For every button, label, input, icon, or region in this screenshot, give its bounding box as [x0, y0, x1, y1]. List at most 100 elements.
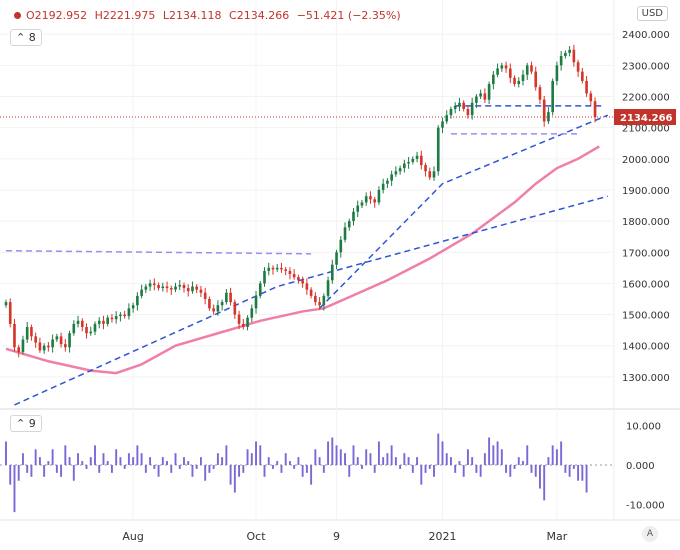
indicator-bar — [119, 457, 122, 465]
candle-body — [178, 284, 182, 287]
y-tick-label: 2100.000 — [622, 124, 670, 135]
indicator-bar — [72, 465, 75, 481]
indicator-pane-label: 9 — [28, 417, 36, 430]
candle-body — [114, 316, 118, 320]
auto-scale-button[interactable]: A — [642, 526, 658, 542]
candle-body — [161, 286, 165, 289]
indicator-bar — [585, 465, 588, 493]
indicator-bar — [293, 465, 296, 469]
indicator-bar — [157, 465, 160, 477]
x-tick-label: Aug — [122, 530, 143, 543]
candle-body — [530, 65, 533, 72]
trend-line — [5, 249, 312, 255]
candle-body — [301, 280, 304, 284]
candle-body — [64, 344, 67, 348]
candle-body — [131, 305, 135, 309]
indicator-bar — [344, 453, 346, 465]
indicator-bar — [191, 465, 194, 477]
indicator-bar — [212, 465, 215, 469]
indicator-bar — [60, 465, 63, 477]
symbol-dot-icon — [14, 12, 21, 19]
y-tick-label: 1900.000 — [622, 186, 670, 197]
indicator-bar — [513, 465, 516, 469]
ohlc-open: O2192.952 — [26, 9, 88, 22]
candle-body — [381, 183, 385, 190]
indicator-bar — [263, 465, 266, 477]
candle-body — [123, 314, 126, 317]
candle-body — [153, 283, 156, 285]
candle-body — [449, 108, 453, 116]
candle-body — [326, 280, 330, 296]
candle-body — [119, 314, 122, 317]
indicator-bar — [572, 465, 575, 469]
candle-body — [347, 221, 351, 228]
indicator-bar — [530, 465, 533, 473]
candle-body — [271, 267, 275, 270]
indicator-bar — [551, 445, 554, 465]
candle-body — [208, 298, 211, 309]
indicator-bar — [221, 457, 224, 465]
candle-body — [525, 65, 529, 75]
indicator-bar — [301, 465, 304, 477]
currency-button[interactable]: USD — [636, 6, 668, 21]
candle-body — [21, 339, 25, 352]
x-tick-label: Oct — [247, 530, 267, 543]
y-tick-label: 2200.000 — [622, 93, 670, 104]
candle-body — [352, 211, 355, 222]
candle-body — [25, 327, 29, 340]
candle-body — [462, 102, 465, 109]
indicator-bar — [411, 465, 414, 473]
candle-body — [229, 292, 232, 303]
indicator-bar — [30, 465, 33, 477]
candle-body — [551, 80, 554, 113]
indicator-bar — [369, 453, 372, 465]
candle-body — [343, 227, 347, 240]
indicator-bar — [539, 465, 541, 489]
y-tick-label: 2400.000 — [622, 30, 670, 41]
indicator-bar — [466, 449, 469, 465]
indicator-y-tick-label: 0.000 — [626, 461, 655, 472]
indicator-bar — [445, 453, 448, 465]
candle-body — [13, 323, 16, 348]
indicator-bar — [140, 453, 143, 465]
candle-body — [386, 180, 389, 184]
indicator-bar — [310, 465, 313, 485]
indicator-bar — [229, 465, 232, 485]
indicator-bar — [136, 445, 139, 465]
indicator-y-tick-label: -10.000 — [626, 500, 665, 511]
y-tick-label: 1600.000 — [622, 279, 670, 290]
candle-body — [216, 305, 220, 312]
indicator-bar — [441, 441, 444, 465]
candle-body — [288, 270, 292, 275]
candle-body — [85, 327, 88, 334]
ohlc-change: −51.421 (−2.35%) — [296, 9, 401, 22]
candle-body — [250, 308, 254, 318]
candle-body — [517, 80, 521, 85]
candle-body — [93, 323, 97, 332]
indicator-bar — [555, 449, 558, 465]
candle-body — [280, 267, 283, 270]
candle-body — [593, 101, 597, 118]
indicator-bar — [250, 453, 253, 465]
indicator-bar — [547, 457, 550, 465]
candle-body — [419, 155, 423, 166]
indicator-bar — [276, 461, 279, 465]
indicator-pane-toggle[interactable]: ⌃ 9 — [10, 415, 42, 432]
indicator-bar — [183, 457, 185, 465]
indicator-bar — [233, 465, 236, 493]
indicator-bar — [166, 461, 168, 465]
candle-body — [246, 317, 249, 328]
indicator-bar — [496, 441, 499, 465]
indicator-bar — [377, 441, 380, 465]
y-tick-label: 1400.000 — [622, 342, 670, 353]
indicator-bar — [356, 457, 359, 465]
candle-body — [8, 302, 12, 324]
indicator-bar — [242, 465, 245, 473]
candle-body — [360, 202, 364, 206]
candle-body — [89, 331, 93, 334]
price-pane-toggle[interactable]: ⌃ 8 — [10, 29, 42, 46]
candle-body — [195, 286, 199, 290]
indicator-bar — [246, 449, 249, 465]
candle-body — [110, 317, 114, 320]
indicator-bar — [462, 465, 465, 477]
